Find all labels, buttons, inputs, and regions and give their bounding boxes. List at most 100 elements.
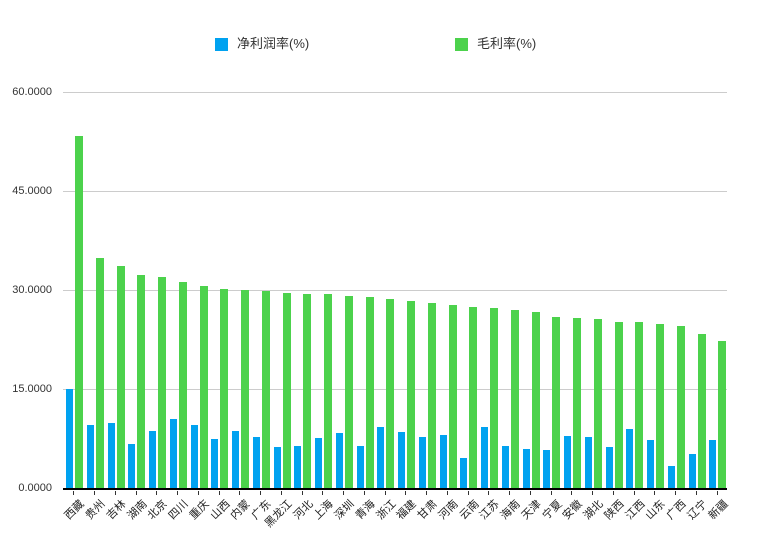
gross-margin-bar[interactable] [676, 326, 685, 488]
net-profit-margin-bar[interactable] [688, 454, 696, 488]
net-profit-margin-bar[interactable] [647, 439, 654, 488]
legend-item-net-profit-margin[interactable]: 净利润率(%) [215, 37, 309, 51]
gross-margin-bar[interactable] [448, 304, 457, 488]
x-axis-tick [343, 491, 345, 495]
net-profit-margin-bar[interactable] [107, 422, 115, 488]
legend-item-gross-margin[interactable]: 毛利率(%) [455, 37, 536, 51]
gross-margin-bar[interactable] [241, 290, 249, 488]
x-axis-tick [135, 491, 137, 495]
net-profit-margin-bar[interactable] [335, 433, 343, 488]
net-profit-margin-bar[interactable] [398, 431, 405, 488]
gross-margin-bar[interactable] [718, 340, 727, 488]
gridline [63, 92, 727, 93]
x-axis-tick [695, 491, 697, 495]
net-profit-margin-bar[interactable] [605, 447, 613, 488]
x-axis-tick [405, 491, 407, 495]
net-profit-margin-bar[interactable] [66, 389, 73, 488]
net-profit-margin-bar[interactable] [667, 465, 675, 488]
net-profit-margin-swatch-icon [215, 37, 228, 51]
net-profit-margin-bar[interactable] [252, 437, 260, 488]
x-axis-tick [509, 491, 511, 495]
x-axis-tick [529, 491, 531, 495]
legend-label-net-profit-margin: 净利润率(%) [237, 36, 310, 51]
gross-margin-bar[interactable] [697, 334, 706, 488]
net-profit-margin-bar[interactable] [522, 449, 530, 488]
net-profit-margin-bar[interactable] [169, 418, 177, 488]
net-profit-margin-bar[interactable] [377, 426, 385, 488]
gross-margin-bar[interactable] [510, 310, 519, 488]
gross-margin-bar[interactable] [344, 295, 353, 488]
gross-margin-bar[interactable] [365, 297, 374, 488]
x-axis-tick [260, 491, 262, 495]
x-axis-tick [280, 491, 282, 495]
x-axis-tick [94, 491, 96, 495]
net-profit-margin-bar[interactable] [190, 424, 198, 488]
net-profit-margin-bar[interactable] [564, 435, 571, 488]
y-axis-label: 60.0000 [12, 86, 52, 98]
net-profit-margin-bar[interactable] [356, 446, 364, 488]
gross-margin-bar[interactable] [158, 277, 166, 488]
net-profit-margin-bar[interactable] [501, 445, 509, 488]
gross-margin-bar[interactable] [303, 293, 312, 488]
gross-margin-bar[interactable] [116, 265, 125, 488]
gross-margin-bar[interactable] [573, 318, 581, 488]
net-profit-margin-bar[interactable] [439, 434, 447, 488]
net-profit-margin-bar[interactable] [543, 450, 551, 488]
x-axis-tick [218, 491, 220, 495]
gross-margin-bar[interactable] [614, 321, 623, 488]
gross-margin-bar[interactable] [199, 286, 208, 488]
net-profit-margin-bar[interactable] [626, 428, 634, 488]
gross-margin-bar[interactable] [531, 312, 540, 488]
x-axis-tick [363, 491, 365, 495]
gross-margin-bar[interactable] [469, 307, 478, 488]
gross-margin-bar[interactable] [656, 323, 664, 488]
net-profit-margin-bar[interactable] [709, 440, 717, 488]
net-profit-margin-bar[interactable] [315, 437, 322, 488]
x-axis-tick [488, 491, 490, 495]
gridline [63, 290, 727, 291]
x-axis-tick [384, 491, 386, 495]
x-axis-tick [73, 491, 75, 495]
x-axis-tick [571, 491, 573, 495]
gross-margin-bar[interactable] [178, 282, 187, 488]
net-profit-margin-bar[interactable] [86, 425, 94, 488]
gross-margin-bar[interactable] [95, 257, 104, 488]
net-profit-margin-bar[interactable] [584, 437, 592, 488]
gross-margin-bar[interactable] [324, 293, 332, 488]
gross-margin-swatch-icon [455, 37, 468, 51]
x-axis-tick [592, 491, 594, 495]
net-profit-margin-bar[interactable] [481, 426, 488, 488]
net-profit-margin-bar[interactable] [232, 430, 239, 488]
gross-margin-bar[interactable] [490, 308, 498, 488]
net-profit-margin-bar[interactable] [273, 447, 281, 488]
gross-margin-bar[interactable] [261, 290, 270, 488]
gross-margin-bar[interactable] [427, 303, 436, 488]
net-profit-margin-bar[interactable] [211, 438, 219, 488]
gross-margin-bar[interactable] [386, 299, 395, 488]
x-axis-label: 新疆 [706, 498, 731, 523]
gridline [63, 191, 727, 192]
x-axis-tick [550, 491, 552, 495]
net-profit-margin-bar[interactable] [149, 431, 156, 488]
x-axis-tick [156, 491, 158, 495]
gross-margin-bar[interactable] [220, 289, 229, 488]
gross-margin-bar[interactable] [635, 322, 644, 488]
gross-margin-bar[interactable] [137, 274, 146, 488]
net-profit-margin-bar[interactable] [294, 446, 302, 488]
gross-margin-bar[interactable] [593, 319, 602, 488]
gross-margin-bar[interactable] [552, 317, 561, 488]
gross-margin-bar[interactable] [75, 136, 83, 488]
x-axis-tick [467, 491, 469, 495]
gross-margin-bar[interactable] [407, 301, 415, 488]
x-axis-tick [426, 491, 428, 495]
net-profit-margin-bar[interactable] [460, 458, 468, 488]
x-axis-tick [446, 491, 448, 495]
gross-margin-bar[interactable] [282, 293, 291, 488]
x-axis-tick [654, 491, 656, 495]
y-axis-label: 15.0000 [12, 383, 52, 395]
x-axis-tick [177, 491, 179, 495]
net-profit-margin-bar[interactable] [128, 443, 136, 488]
net-profit-margin-bar[interactable] [418, 437, 426, 488]
x-axis-tick [633, 491, 635, 495]
